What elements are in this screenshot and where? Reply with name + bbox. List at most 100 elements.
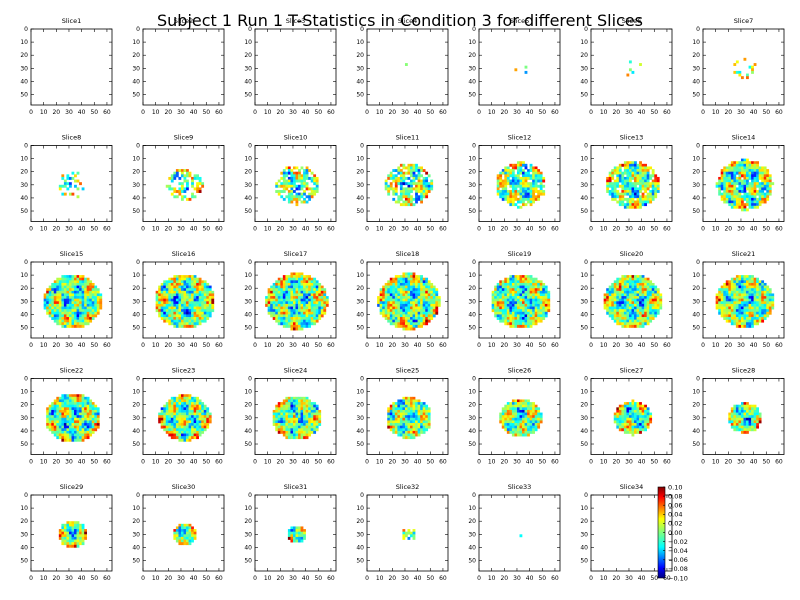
y-tick-label: 0 bbox=[472, 143, 476, 150]
y-tick-label: 10 bbox=[580, 389, 588, 396]
y-tick-label: 10 bbox=[132, 389, 140, 396]
y-tick-label: 10 bbox=[356, 272, 364, 279]
x-tick-label: 50 bbox=[202, 342, 210, 349]
colorbar-tick-label: 0.06 bbox=[668, 502, 682, 510]
x-tick-label: 10 bbox=[712, 109, 720, 116]
y-tick-label: 0 bbox=[360, 143, 364, 150]
x-tick-label: 20 bbox=[724, 459, 732, 466]
y-tick-label: 50 bbox=[132, 325, 140, 332]
x-tick-label: 60 bbox=[439, 226, 447, 233]
x-tick-label: 0 bbox=[365, 342, 369, 349]
x-tick-label: 20 bbox=[164, 109, 172, 116]
y-tick-label: 30 bbox=[20, 415, 28, 422]
y-tick-label: 10 bbox=[580, 156, 588, 163]
panel-slice15: Slice15 0 10 20 30 40 50 60 0 10 20 30 40 50 bbox=[20, 250, 113, 349]
x-tick-label: 60 bbox=[215, 226, 223, 233]
x-tick-label: 30 bbox=[401, 109, 409, 116]
x-tick-label: 10 bbox=[264, 226, 272, 233]
y-tick-label: 0 bbox=[136, 143, 140, 150]
colorbar-tick-label: 0.00 bbox=[668, 529, 682, 537]
x-tick-label: 30 bbox=[289, 459, 297, 466]
y-tick-label: 50 bbox=[132, 441, 140, 448]
x-tick-label: 30 bbox=[289, 342, 297, 349]
y-tick-label: 30 bbox=[468, 298, 476, 305]
x-tick-label: 10 bbox=[712, 459, 720, 466]
y-tick-label: 50 bbox=[244, 441, 252, 448]
y-tick-label: 20 bbox=[132, 518, 140, 525]
x-tick-label: 50 bbox=[426, 459, 434, 466]
x-tick-label: 30 bbox=[289, 226, 297, 233]
colorbar-tick-label: 0.04 bbox=[668, 511, 682, 519]
y-tick-label: 30 bbox=[580, 531, 588, 538]
panel-title: Slice31 bbox=[284, 483, 308, 491]
y-tick-label: 50 bbox=[580, 325, 588, 332]
axes-frame bbox=[478, 378, 561, 455]
x-tick-label: 60 bbox=[551, 459, 559, 466]
x-tick-label: 60 bbox=[551, 342, 559, 349]
x-tick-label: 0 bbox=[701, 109, 705, 116]
x-tick-label: 60 bbox=[103, 459, 111, 466]
axes-frame bbox=[30, 261, 113, 339]
colorbar-tick-label: 0.08 bbox=[668, 492, 682, 500]
y-tick-label: 50 bbox=[468, 441, 476, 448]
x-tick-label: 40 bbox=[638, 109, 646, 116]
axes-frame bbox=[478, 261, 561, 339]
y-tick-label: 40 bbox=[580, 78, 588, 85]
x-tick-label: 50 bbox=[90, 459, 98, 466]
x-tick-label: 10 bbox=[264, 575, 272, 582]
y-tick-label: 50 bbox=[692, 92, 700, 99]
x-tick-label: 10 bbox=[600, 575, 608, 582]
panel-slice12: Slice12 0 10 20 30 40 50 60 0 10 20 30 40 50 bbox=[468, 134, 561, 233]
axes-frame bbox=[142, 145, 225, 222]
y-tick-label: 30 bbox=[244, 182, 252, 189]
x-tick-label: 20 bbox=[500, 342, 508, 349]
y-tick-label: 40 bbox=[580, 428, 588, 435]
heatmap-cells bbox=[155, 275, 215, 328]
y-tick-label: 30 bbox=[244, 298, 252, 305]
x-tick-label: 10 bbox=[152, 575, 160, 582]
x-tick-label: 10 bbox=[712, 226, 720, 233]
y-tick-label: 10 bbox=[244, 389, 252, 396]
x-tick-label: 0 bbox=[29, 109, 33, 116]
panel-title: Slice5 bbox=[510, 17, 529, 25]
x-tick-label: 0 bbox=[29, 575, 33, 582]
x-tick-label: 60 bbox=[327, 109, 335, 116]
y-tick-label: 10 bbox=[356, 39, 364, 46]
heatmap-cells bbox=[377, 272, 441, 331]
heatmap-cells bbox=[165, 169, 205, 201]
y-tick-label: 10 bbox=[20, 389, 28, 396]
x-tick-label: 60 bbox=[551, 226, 559, 233]
x-tick-label: 60 bbox=[103, 575, 111, 582]
x-tick-label: 10 bbox=[40, 459, 48, 466]
y-tick-label: 30 bbox=[692, 65, 700, 72]
x-tick-label: 20 bbox=[388, 342, 396, 349]
y-tick-label: 40 bbox=[20, 195, 28, 202]
x-tick-label: 10 bbox=[40, 342, 48, 349]
x-tick-label: 20 bbox=[164, 575, 172, 582]
y-tick-label: 40 bbox=[468, 78, 476, 85]
panel-title: Slice3 bbox=[286, 17, 305, 25]
panel-title: Slice17 bbox=[284, 250, 308, 258]
y-tick-label: 30 bbox=[356, 65, 364, 72]
x-tick-label: 60 bbox=[103, 109, 111, 116]
panel-slice30: Slice30 0 10 20 30 40 50 60 0 10 20 30 40 50 bbox=[132, 483, 225, 582]
x-tick-label: 20 bbox=[500, 575, 508, 582]
y-tick-label: 20 bbox=[468, 52, 476, 59]
x-tick-label: 20 bbox=[276, 575, 284, 582]
y-tick-label: 50 bbox=[244, 558, 252, 565]
panel-title: Slice26 bbox=[508, 367, 532, 375]
x-tick-label: 20 bbox=[500, 226, 508, 233]
heatmap-cells bbox=[402, 529, 416, 540]
heatmap-cells bbox=[728, 402, 762, 434]
x-tick-label: 30 bbox=[737, 226, 745, 233]
y-tick-label: 20 bbox=[132, 169, 140, 176]
axes-frame bbox=[30, 28, 113, 106]
y-tick-label: 40 bbox=[20, 428, 28, 435]
y-tick-label: 0 bbox=[360, 492, 364, 499]
axes-frame bbox=[254, 378, 337, 455]
x-tick-label: 40 bbox=[190, 575, 198, 582]
x-tick-label: 60 bbox=[663, 575, 671, 582]
x-tick-label: 40 bbox=[638, 459, 646, 466]
colorbar-tick-label: −0.06 bbox=[668, 556, 688, 564]
axes-frame bbox=[30, 494, 113, 572]
